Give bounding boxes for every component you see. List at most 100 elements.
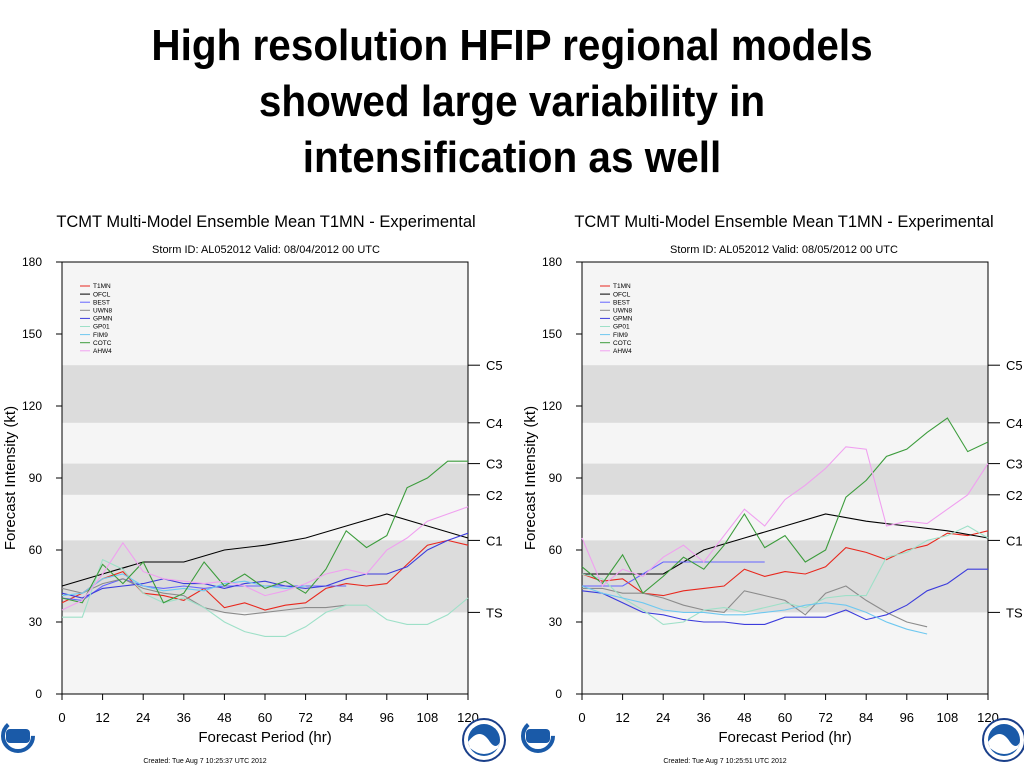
noaa-logo <box>462 718 506 762</box>
slide-title: High resolution HFIP regional models sho… <box>41 18 983 186</box>
category-label-c5: C5 <box>1006 358 1023 373</box>
category-label-c2: C2 <box>486 488 503 503</box>
y-tick-label: 180 <box>22 255 42 269</box>
x-tick-label: 60 <box>778 710 792 725</box>
y-axis-label: Forecast Intensity (kt) <box>522 406 539 550</box>
dtc-logo <box>1 719 35 753</box>
category-label-ts: TS <box>1006 605 1023 620</box>
chart-subtitle: Storm ID: AL052012 Valid: 08/04/2012 00 … <box>152 244 380 256</box>
x-tick-label: 0 <box>578 710 585 725</box>
slide-title-line-2: showed large variability in <box>258 77 766 126</box>
y-tick-label: 60 <box>549 543 563 557</box>
legend-entry: UWN8 <box>613 308 633 315</box>
series-line-gpmn <box>61 532 469 599</box>
category-label-c4: C4 <box>486 416 503 431</box>
chart-title: TCMT Multi-Model Ensemble Mean T1MN - Ex… <box>574 213 993 231</box>
x-tick-label: 24 <box>656 710 670 725</box>
series-line-ahw4 <box>581 446 989 587</box>
created-timestamp: Created: Tue Aug 7 10:25:51 UTC 2012 <box>663 758 786 765</box>
y-tick-label: 180 <box>542 255 562 269</box>
x-tick-label: 48 <box>737 710 751 725</box>
chart-subtitle: Storm ID: AL052012 Valid: 08/05/2012 00 … <box>670 244 898 256</box>
x-tick-label: 72 <box>818 710 832 725</box>
legend-entry: AHW4 <box>613 348 632 355</box>
y-tick-label: 60 <box>29 543 43 557</box>
slide-title-line-1: High resolution HFIP regional models <box>151 21 873 70</box>
x-tick-label: 24 <box>136 710 150 725</box>
category-label-ts: TS <box>486 605 503 620</box>
series-line-cotc <box>581 417 989 595</box>
legend-entry: BEST <box>93 299 110 306</box>
x-tick-label: 12 <box>615 710 629 725</box>
x-tick-label: 108 <box>937 710 959 725</box>
series-line-ahw4 <box>61 506 469 611</box>
legend-entry: FIM9 <box>613 332 628 339</box>
x-tick-label: 84 <box>859 710 873 725</box>
series-line-uwn8 <box>582 585 928 628</box>
y-tick-label: 150 <box>542 327 562 341</box>
x-tick-label: 72 <box>298 710 312 725</box>
intensity-band <box>582 365 988 423</box>
y-tick-label: 0 <box>35 687 42 701</box>
dtc-logo <box>521 719 555 753</box>
x-tick-label: 0 <box>58 710 65 725</box>
series-line-fim9 <box>61 573 306 597</box>
x-tick-label: 60 <box>258 710 272 725</box>
x-tick-label: 12 <box>95 710 109 725</box>
intensity-band <box>582 463 988 495</box>
y-tick-label: 120 <box>542 399 562 413</box>
legend-entry: UWN8 <box>93 308 113 315</box>
y-tick-label: 120 <box>22 399 42 413</box>
series-line-gpmn <box>581 568 988 625</box>
category-label-c5: C5 <box>486 358 503 373</box>
legend-entry: BEST <box>613 299 630 306</box>
legend-entry: T1MN <box>613 283 631 290</box>
legend-entry: GP01 <box>613 324 630 331</box>
series-line-cotc <box>61 460 468 604</box>
legend-entry: GPMN <box>93 316 113 323</box>
x-tick-label: 108 <box>417 710 439 725</box>
category-label-c3: C3 <box>486 457 503 472</box>
x-tick-label: 36 <box>697 710 711 725</box>
y-axis-label: Forecast Intensity (kt) <box>2 406 19 550</box>
y-tick-label: 90 <box>29 471 43 485</box>
series-line-ofcl <box>61 513 469 587</box>
legend-entry: GPMN <box>613 316 633 323</box>
chart-title: TCMT Multi-Model Ensemble Mean T1MN - Ex… <box>56 213 475 231</box>
category-label-c1: C1 <box>1006 533 1023 548</box>
legend-entry: COTC <box>93 340 112 347</box>
legend-entry: GP01 <box>93 324 110 331</box>
legend-entry: COTC <box>613 340 632 347</box>
x-axis-label: Forecast Period (hr) <box>718 729 851 746</box>
created-timestamp: Created: Tue Aug 7 10:25:37 UTC 2012 <box>143 758 266 765</box>
category-label-c2: C2 <box>1006 488 1023 503</box>
y-tick-label: 30 <box>549 615 563 629</box>
legend-entry: T1MN <box>93 283 111 290</box>
x-tick-label: 96 <box>380 710 394 725</box>
category-label-c4: C4 <box>1006 416 1023 431</box>
y-tick-label: 30 <box>29 615 43 629</box>
y-tick-label: 0 <box>555 687 562 701</box>
x-axis-label: Forecast Period (hr) <box>198 729 331 746</box>
intensity-band <box>62 463 468 495</box>
legend-entry: FIM9 <box>93 332 108 339</box>
legend-entry: OFCL <box>93 291 111 298</box>
category-label-c3: C3 <box>1006 457 1023 472</box>
series-line-gp01 <box>581 525 989 625</box>
x-tick-label: 36 <box>177 710 191 725</box>
x-tick-label: 48 <box>217 710 231 725</box>
x-tick-label: 96 <box>900 710 914 725</box>
y-tick-label: 150 <box>22 327 42 341</box>
noaa-logo <box>982 718 1024 762</box>
legend-entry: OFCL <box>613 291 631 298</box>
intensity-band <box>62 365 468 423</box>
y-tick-label: 90 <box>549 471 563 485</box>
legend-entry: AHW4 <box>93 348 112 355</box>
series-line-t1mn <box>581 530 989 597</box>
x-tick-label: 84 <box>339 710 353 725</box>
category-label-c1: C1 <box>486 533 503 548</box>
series-line-t1mn <box>61 539 469 611</box>
series-line-fim9 <box>581 585 928 635</box>
